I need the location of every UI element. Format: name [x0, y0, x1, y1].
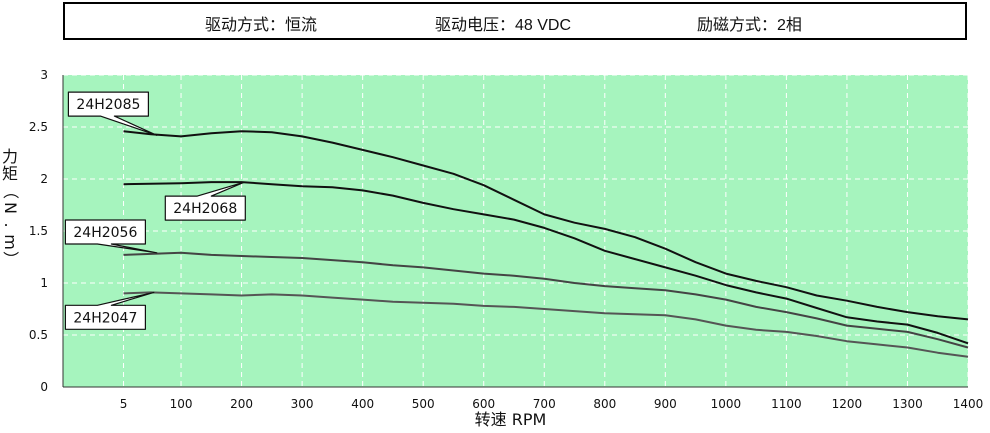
series-callouts: 24H2085 24H2068 24H2056 24H2047 [64, 91, 246, 330]
callout-box [164, 181, 246, 221]
spec-header-box: 驱动方式：恒流 驱动电压：48 VDC 励磁方式：2相 [63, 2, 967, 40]
y-tick-label: 2.5 [29, 120, 48, 134]
x-tick-label: 1100 [771, 397, 802, 411]
callout-label: 24H2085 [76, 97, 140, 113]
x-tick-label: 600 [472, 397, 495, 411]
x-tick-label: 1200 [832, 397, 863, 411]
series-lines [123, 130, 969, 358]
y-tick-label: 3 [40, 68, 48, 82]
y-axis-label: 力矩（ N. m） [1, 147, 20, 267]
x-axis-label: 转速 RPM [475, 410, 547, 429]
callout-label: 24H2056 [73, 225, 137, 241]
excitation-label: 励磁方式：2相 [697, 17, 802, 34]
x-tick-label: 5 [120, 397, 128, 411]
x-tick-label: 400 [351, 397, 374, 411]
callout-24H2085: 24H2085 [67, 91, 158, 136]
callout-24H2056: 24H2056 [64, 219, 158, 254]
series-line-24H2056 [123, 251, 969, 349]
y-tick-label: 0.5 [29, 328, 48, 342]
axes [62, 75, 968, 388]
series-line-24H2068 [123, 181, 969, 345]
y-tick-label: 1 [40, 276, 48, 290]
callout-box [67, 91, 158, 136]
y-tick-label: 1.5 [29, 224, 48, 238]
x-tick-label: 100 [170, 397, 193, 411]
y-axis-label-char: 力 [2, 147, 18, 166]
x-tick-label: 1000 [711, 397, 742, 411]
grid-lines [63, 74, 969, 387]
y-axis-label-char: N [1, 202, 20, 214]
x-tick-labels: 5 100 200 300 400 500 600 700 800 900 1000 1100 1200… [120, 397, 984, 411]
drive-mode-label: 驱动方式：恒流 [205, 17, 318, 34]
x-tick-label: 900 [654, 397, 677, 411]
series-line-24H2047 [123, 291, 969, 358]
x-tick-label: 1400 [953, 397, 984, 411]
y-axis-label-char: 矩 [2, 164, 18, 183]
x-tick-label: 500 [412, 397, 435, 411]
x-tick-label: 1300 [892, 397, 923, 411]
callout-label: 24H2068 [173, 201, 237, 217]
y-axis-label-char: . [1, 222, 20, 227]
callout-label: 24H2047 [73, 310, 137, 326]
drive-voltage-label: 驱动电压：48 VDC [435, 17, 572, 34]
y-axis-label-char: m [1, 234, 20, 250]
y-axis-label-char: ） [1, 251, 20, 267]
y-tick-label: 0 [40, 380, 48, 394]
series-line-24H2085 [123, 130, 969, 321]
x-tick-label: 200 [230, 397, 253, 411]
x-tick-label: 300 [291, 397, 314, 411]
x-tick-label: 700 [533, 397, 556, 411]
callout-24H2047: 24H2047 [64, 291, 155, 330]
x-tick-label: 800 [593, 397, 616, 411]
y-tick-label: 2 [40, 172, 48, 186]
y-axis-label-char: （ [1, 183, 20, 199]
callout-box [64, 219, 158, 254]
callout-box [64, 291, 155, 330]
y-tick-labels: 0 0.5 1 1.5 2 2.5 3 [29, 68, 48, 394]
callout-24H2068: 24H2068 [164, 181, 246, 221]
